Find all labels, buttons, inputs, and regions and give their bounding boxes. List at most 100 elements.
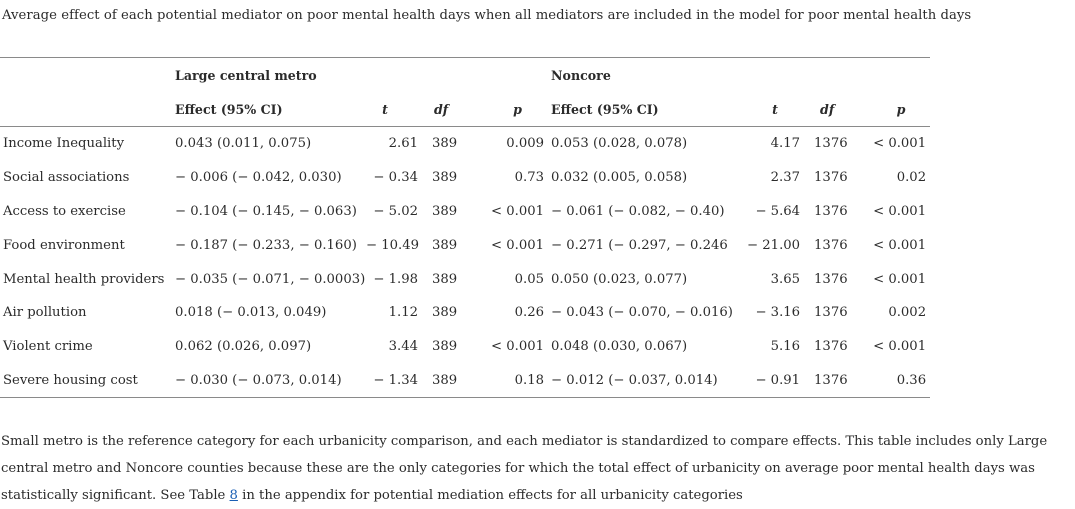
mediator-name-cell: Violent crime [3,339,93,355]
mediator-name-cell: Income Inequality [3,136,125,152]
noncore-df-cell: 1376 [814,305,848,321]
large-central-t-cell: − 0.34 [373,170,418,186]
noncore-t-cell: − 5.64 [755,203,801,219]
noncore-df-cell: 1376 [814,136,848,152]
table-footnote: Small metro is the reference category fo… [1,428,1073,509]
large-central-t-cell: − 10.49 [366,237,419,253]
large-central-p-cell: 0.73 [514,170,545,186]
noncore-df-cell: 1376 [814,271,848,287]
noncore-effect-cell: 0.053 (0.028, 0.078) [551,136,688,152]
noncore-t-cell: − 3.16 [755,305,801,321]
large-central-p-cell: 0.18 [514,372,545,388]
group-header-large-central-metro: Large central metro [175,67,317,83]
table-row: Violent crime 0.062 (0.026, 0.097) 3.44 389… [0,330,930,364]
large-central-df-cell: 389 [432,271,458,287]
table-row: Severe housing cost − 0.030 (− 0.073, 0.0… [0,364,930,398]
mediator-name-cell: Severe housing cost [3,372,138,388]
mediator-table-wrapper: Large central metro Noncore Effect (95% … [0,57,931,399]
large-central-df-cell: 389 [432,237,458,253]
table-body: Income Inequality 0.043 (0.011, 0.075) 2.6… [0,127,930,398]
col-header-t: t [366,92,424,127]
noncore-p-cell: < 0.001 [873,237,927,253]
table-caption: Average effect of each potential mediato… [2,8,972,23]
large-central-t-cell: 2.61 [388,136,418,152]
noncore-df-cell: 1376 [814,203,848,219]
large-central-p-cell: < 0.001 [491,237,545,253]
large-central-t-cell: − 5.02 [373,203,418,219]
noncore-p-cell: < 0.001 [873,271,927,287]
large-central-effect-cell: − 0.187 (− 0.233, − 0.160) [175,237,357,253]
col-header-p: p [478,92,548,127]
large-central-df-cell: 389 [432,339,458,355]
noncore-t-cell: − 21.00 [747,237,801,253]
large-central-df-cell: 389 [432,203,458,219]
col-header-df: df [806,92,855,127]
noncore-t-cell: 5.16 [770,339,801,355]
noncore-p-cell: < 0.001 [873,203,927,219]
mediator-name-cell: Food environment [3,237,125,253]
mediator-name-cell: Mental health providers [3,271,165,287]
group-header-noncore: Noncore [551,67,611,83]
large-central-df-cell: 389 [432,305,458,321]
large-central-p-cell: 0.26 [514,305,545,321]
large-central-t-cell: − 1.98 [373,271,418,287]
noncore-t-cell: 4.17 [770,136,801,152]
noncore-effect-cell: − 0.012 (− 0.037, 0.014) [551,372,718,388]
noncore-effect-cell: − 0.043 (− 0.070, − 0.016) [551,305,733,321]
large-central-p-cell: 0.009 [506,136,545,152]
noncore-effect-cell: − 0.061 (− 0.082, − 0.40) [551,203,725,219]
large-central-p-cell: 0.05 [514,271,545,287]
noncore-effect-cell: 0.050 (0.023, 0.077) [551,271,688,287]
large-central-p-cell: < 0.001 [491,203,545,219]
col-header-effect: Effect (95% CI) [172,92,366,127]
empty-header-cell [0,58,172,92]
large-central-df-cell: 389 [432,170,458,186]
mediator-name-cell: Social associations [3,170,130,186]
large-central-df-cell: 389 [432,372,458,388]
noncore-df-cell: 1376 [814,339,848,355]
mediator-name-cell: Air pollution [3,305,87,321]
footnote-text-end: in the appendix for potential mediation … [237,488,743,503]
noncore-p-cell: 0.002 [888,305,927,321]
noncore-p-cell: 0.36 [896,372,927,388]
noncore-t-cell: − 0.91 [755,372,801,388]
noncore-p-cell: 0.02 [896,170,927,186]
group-header-row: Large central metro Noncore [0,58,930,92]
col-header-effect: Effect (95% CI) [547,92,735,127]
footnote-text: Small metro is the reference category fo… [1,434,1048,503]
large-central-effect-cell: 0.062 (0.026, 0.097) [175,339,312,355]
large-central-df-cell: 389 [432,136,458,152]
noncore-p-cell: < 0.001 [873,339,927,355]
large-central-effect-cell: − 0.104 (− 0.145, − 0.063) [175,203,357,219]
noncore-df-cell: 1376 [814,237,848,253]
table-row: Food environment − 0.187 (− 0.233, − 0.16… [0,228,930,262]
table-8-link[interactable]: 8 [229,488,238,503]
large-central-effect-cell: − 0.035 (− 0.071, − 0.0003) [175,271,366,287]
mediator-name-cell: Access to exercise [3,203,126,219]
table-row: Access to exercise − 0.104 (− 0.145, − 0.… [0,195,930,229]
table-row: Air pollution 0.018 (− 0.013, 0.049) 1.12 3… [0,296,930,330]
large-central-t-cell: − 1.34 [373,372,418,388]
col-header-t: t [734,92,807,127]
large-central-t-cell: 1.12 [388,305,418,321]
noncore-p-cell: < 0.001 [873,136,927,152]
col-header-df: df [424,92,478,127]
noncore-effect-cell: 0.032 (0.005, 0.058) [551,170,688,186]
large-central-effect-cell: − 0.030 (− 0.073, 0.014) [175,372,342,388]
col-header-p: p [854,92,931,127]
table-row: Income Inequality 0.043 (0.011, 0.075) 2.6… [0,127,930,161]
noncore-df-cell: 1376 [814,170,848,186]
noncore-effect-cell: − 0.271 (− 0.297, − 0.246 [551,237,728,253]
noncore-effect-cell: 0.048 (0.030, 0.067) [551,339,688,355]
noncore-t-cell: 3.65 [770,271,801,287]
large-central-p-cell: < 0.001 [491,339,545,355]
mediator-effects-table: Large central metro Noncore Effect (95% … [0,58,931,398]
large-central-t-cell: 3.44 [388,339,418,355]
table-row: Social associations − 0.006 (− 0.042, 0.0… [0,161,930,195]
table-row: Mental health providers − 0.035 (− 0.071,… [0,262,930,296]
large-central-effect-cell: − 0.006 (− 0.042, 0.030) [175,170,342,186]
noncore-df-cell: 1376 [814,372,848,388]
large-central-effect-cell: 0.043 (0.011, 0.075) [175,136,312,152]
large-central-effect-cell: 0.018 (− 0.013, 0.049) [175,305,327,321]
column-header-row: Effect (95% CI) t df p Effect (95% CI) t… [0,92,931,127]
